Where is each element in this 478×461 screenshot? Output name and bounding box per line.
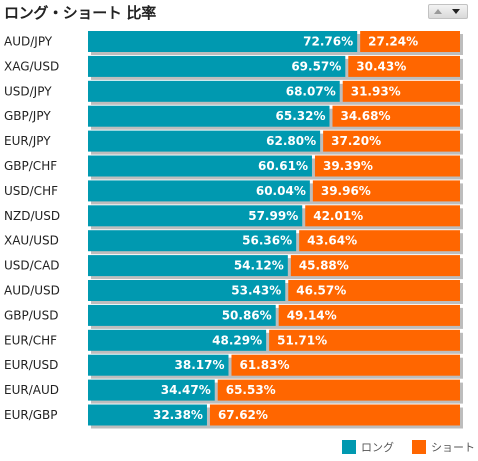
sort-down-icon[interactable] xyxy=(448,5,467,18)
value-label-long: 32.38% xyxy=(153,408,203,422)
legend-label-short: ショート xyxy=(431,441,475,454)
bar-short xyxy=(348,55,460,77)
bar-long xyxy=(88,130,321,152)
value-label-long: 65.32% xyxy=(276,109,326,123)
value-label-short: 49.14% xyxy=(287,308,337,322)
bar-long xyxy=(88,379,215,401)
category-label: USD/CAD xyxy=(4,259,60,273)
value-label-short: 37.20% xyxy=(331,134,381,148)
value-label-short: 43.64% xyxy=(307,234,357,248)
bar-short xyxy=(288,280,460,301)
value-label-short: 30.43% xyxy=(356,59,406,73)
category-label: EUR/JPY xyxy=(4,134,51,148)
category-label: USD/CHF xyxy=(4,184,58,198)
bar-short xyxy=(312,180,460,202)
category-label: NZD/USD xyxy=(4,209,60,223)
sort-up-icon[interactable] xyxy=(429,5,448,18)
bar-long xyxy=(88,230,297,252)
bar-long xyxy=(88,329,267,351)
bar-short xyxy=(323,130,460,152)
bar-long xyxy=(88,155,312,177)
value-label-short: 46.57% xyxy=(296,284,346,298)
bar-short xyxy=(314,155,460,177)
value-label-long: 38.17% xyxy=(175,358,225,372)
value-label-long: 60.04% xyxy=(256,184,306,198)
bar-long xyxy=(88,205,303,227)
legend-item-short: ショート xyxy=(412,439,475,455)
category-label: AUD/JPY xyxy=(4,35,53,49)
value-label-short: 51.71% xyxy=(277,333,327,347)
bar-short xyxy=(332,105,460,127)
bar-long xyxy=(88,180,310,202)
value-label-short: 39.39% xyxy=(323,159,373,173)
bar-long xyxy=(88,255,288,277)
category-label: AUD/USD xyxy=(4,284,60,298)
bar-short xyxy=(342,80,460,102)
bar-short xyxy=(299,230,460,252)
category-label: EUR/GBP xyxy=(4,408,58,422)
value-label-long: 50.86% xyxy=(222,308,272,322)
bar-short xyxy=(305,205,460,227)
legend-swatch-long xyxy=(342,440,356,454)
value-label-long: 53.43% xyxy=(231,284,281,298)
value-label-short: 31.93% xyxy=(351,84,401,98)
bar-long xyxy=(88,354,229,376)
bar-short xyxy=(209,404,460,426)
value-label-short: 42.01% xyxy=(313,209,363,223)
category-label: XAG/USD xyxy=(4,59,59,73)
value-label-long: 69.57% xyxy=(291,59,341,73)
bar-short xyxy=(269,329,460,351)
category-label: GBP/JPY xyxy=(4,109,51,123)
value-label-long: 48.29% xyxy=(212,333,262,347)
category-label: EUR/CHF xyxy=(4,333,57,347)
value-label-long: 72.76% xyxy=(303,35,353,49)
bar-short xyxy=(360,31,460,52)
bar-long xyxy=(88,80,340,102)
bar-long xyxy=(88,31,358,52)
bar-long xyxy=(88,105,330,127)
category-label: USD/JPY xyxy=(4,84,52,98)
value-label-long: 54.12% xyxy=(234,259,284,273)
value-label-long: 57.99% xyxy=(248,209,298,223)
legend-item-long: ロング xyxy=(342,439,394,455)
value-label-long: 68.07% xyxy=(286,84,336,98)
sort-toggle[interactable] xyxy=(428,4,468,19)
bar-short xyxy=(231,354,460,376)
bar-long xyxy=(88,304,276,326)
category-label: EUR/AUD xyxy=(4,383,59,397)
bar-short xyxy=(278,304,460,326)
bar-short xyxy=(217,379,460,401)
value-label-short: 27.24% xyxy=(368,35,418,49)
value-label-short: 45.88% xyxy=(299,259,349,273)
value-label-long: 56.36% xyxy=(242,234,292,248)
value-label-long: 62.80% xyxy=(266,134,316,148)
bar-long xyxy=(88,280,286,301)
category-label: GBP/CHF xyxy=(4,159,57,173)
value-label-short: 61.83% xyxy=(239,358,289,372)
value-label-long: 60.61% xyxy=(258,159,308,173)
category-label: EUR/USD xyxy=(4,358,58,372)
category-label: XAU/USD xyxy=(4,234,59,248)
chart-title: ロング・ショート 比率 xyxy=(4,4,156,22)
ratio-chart: AUD/JPY 72.76% 27.24% XAG/USD 69.57% 30.43% US… xyxy=(4,31,463,429)
value-label-short: 67.62% xyxy=(218,408,268,422)
value-label-short: 39.96% xyxy=(321,184,371,198)
category-label: GBP/USD xyxy=(4,308,58,322)
legend-label-long: ロング xyxy=(361,441,394,454)
bar-long xyxy=(88,55,346,77)
value-label-short: 65.53% xyxy=(226,383,276,397)
legend: ロング ショート xyxy=(342,439,475,455)
value-label-long: 34.47% xyxy=(161,383,211,397)
legend-swatch-short xyxy=(412,440,426,454)
bar-long xyxy=(88,404,207,426)
bar-short xyxy=(290,255,460,277)
value-label-short: 34.68% xyxy=(340,109,390,123)
